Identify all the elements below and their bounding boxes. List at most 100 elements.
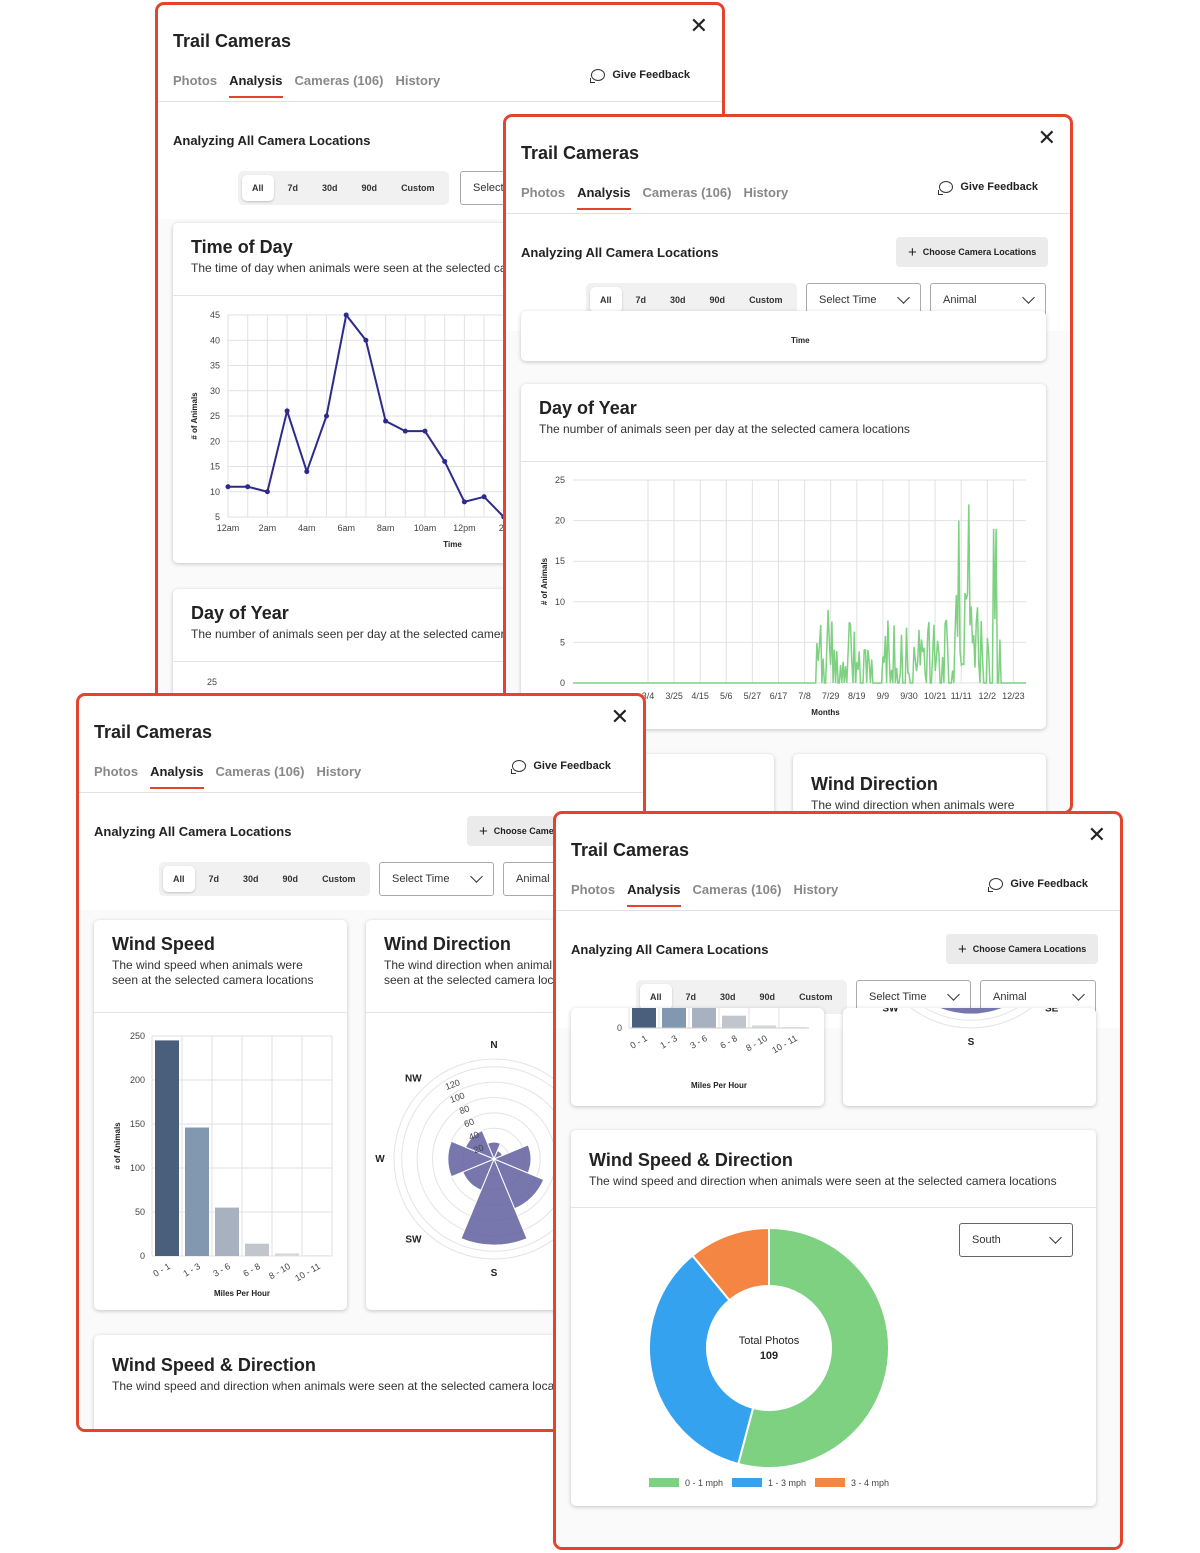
give-feedback-label: Give Feedback — [960, 181, 1038, 193]
card-title: Wind Direction — [811, 774, 938, 794]
give-feedback-button[interactable]: Give Feedback — [511, 760, 611, 774]
give-feedback-button[interactable]: Give Feedback — [590, 69, 690, 83]
tab-cameras[interactable]: Cameras (106) — [294, 73, 384, 88]
card-subtitle-line1: The wind speed when animals were — [112, 958, 303, 972]
close-icon[interactable]: ✕ — [689, 13, 708, 38]
tab-photos[interactable]: Photos — [571, 882, 616, 897]
card-title: Day of Year — [539, 398, 637, 418]
x-tick-label: 12am — [217, 523, 240, 533]
y-tick-label: 25 — [555, 475, 565, 485]
y-tick-label: 200 — [130, 1075, 145, 1085]
tab-photos[interactable]: Photos — [521, 185, 566, 200]
panel-header: Trail Cameras ✕ Photos Analysis Cameras … — [79, 696, 643, 793]
polar-segment — [447, 1140, 496, 1178]
x-tick-label: 3/25 — [665, 691, 683, 701]
tab-history[interactable]: History — [395, 73, 441, 88]
range-90d[interactable]: 90d — [759, 992, 776, 1002]
give-feedback-label: Give Feedback — [1010, 878, 1088, 890]
x-axis-title: Miles Per Hour — [691, 1081, 747, 1090]
range-custom[interactable]: Custom — [799, 992, 833, 1002]
x-tick-label: 8/19 — [848, 691, 866, 701]
range-7d[interactable]: 7d — [635, 295, 647, 305]
choose-camera-locations-button[interactable]: + Choose Camera Locations — [896, 237, 1049, 267]
tab-analysis[interactable]: Analysis — [627, 882, 682, 907]
card-wind-direction-cut: Wind Direction The wind direction when a… — [793, 754, 1046, 811]
close-icon[interactable]: ✕ — [1037, 125, 1056, 150]
give-feedback-button[interactable]: Give Feedback — [988, 878, 1088, 892]
chevron-down-icon — [1072, 988, 1085, 1001]
tab-analysis[interactable]: Analysis — [229, 73, 284, 98]
range-30d[interactable]: 30d — [322, 183, 338, 193]
tab-photos[interactable]: Photos — [94, 764, 139, 779]
chat-bubble-icon — [988, 878, 1004, 892]
direction-label: SW — [405, 1235, 422, 1246]
pie-slice — [648, 1254, 755, 1466]
range-7d[interactable]: 7d — [287, 183, 299, 193]
range-90d[interactable]: 90d — [361, 183, 378, 193]
legend-label: 0 - 1 mph — [685, 1478, 723, 1488]
tab-cameras[interactable]: Cameras (106) — [642, 185, 732, 200]
choose-camera-locations-button[interactable]: + Choose Camera Locations — [946, 934, 1099, 964]
app-title: Trail Cameras — [94, 722, 213, 742]
range-custom[interactable]: Custom — [322, 874, 356, 884]
range-7d[interactable]: 7d — [208, 874, 220, 884]
range-30d[interactable]: 30d — [670, 295, 686, 305]
scroll-area[interactable]: Wind Speed The wind speed when animals w… — [79, 910, 643, 1429]
tab-analysis[interactable]: Analysis — [577, 185, 632, 210]
scroll-area[interactable]: Time Day of Year The number of animals s… — [506, 311, 1070, 811]
y-tick-label: 50 — [135, 1207, 145, 1217]
tab-history[interactable]: History — [743, 185, 789, 200]
x-tick-label: 12pm — [453, 523, 476, 533]
range-90d[interactable]: 90d — [709, 295, 726, 305]
scroll-area[interactable]: 0 - 1 1 - 3 3 - 6 6 - 8 8 - 10 10 - 11 0 Miles … — [556, 1008, 1120, 1547]
range-30d[interactable]: 30d — [720, 992, 736, 1002]
x-axis-title: Time — [791, 336, 810, 345]
tab-photos[interactable]: Photos — [173, 73, 218, 88]
x-tick-label: 6/17 — [770, 691, 788, 701]
tab-history[interactable]: History — [793, 882, 839, 897]
x-axis-title: Miles Per Hour — [214, 1289, 270, 1298]
close-icon[interactable]: ✕ — [1087, 822, 1106, 847]
panel-header: Trail Cameras ✕ Photos Analysis Cameras … — [506, 117, 1070, 214]
data-point — [481, 494, 487, 500]
chevron-down-icon — [1022, 291, 1035, 304]
x-tick-label: 3 - 6 — [688, 1033, 709, 1051]
range-30d[interactable]: 30d — [243, 874, 259, 884]
bar — [722, 1015, 746, 1028]
y-axis-title: # of Animals — [540, 557, 549, 605]
range-90d[interactable]: 90d — [282, 874, 299, 884]
tab-cameras[interactable]: Cameras (106) — [215, 764, 305, 779]
range-7d[interactable]: 7d — [685, 992, 697, 1002]
close-icon[interactable]: ✕ — [610, 704, 629, 729]
center-value: 109 — [760, 1350, 778, 1362]
give-feedback-label: Give Feedback — [612, 69, 690, 81]
time-select[interactable]: Select Time — [379, 862, 494, 896]
x-tick-label: 0 - 1 — [151, 1261, 172, 1279]
chat-bubble-icon — [511, 760, 527, 774]
range-all[interactable]: All — [590, 287, 622, 313]
x-tick-label: 6 - 8 — [718, 1033, 739, 1051]
choose-camera-locations-button[interactable]: + Choose Came — [467, 816, 566, 846]
tab-analysis[interactable]: Analysis — [150, 764, 205, 789]
give-feedback-button[interactable]: Give Feedback — [938, 181, 1038, 195]
legend-swatch — [732, 1478, 762, 1487]
range-all[interactable]: All — [242, 175, 274, 201]
direction-select[interactable]: South — [959, 1223, 1073, 1257]
y-tick-label: 10 — [555, 597, 565, 607]
data-point — [363, 337, 369, 343]
x-tick-label: 12/23 — [1002, 691, 1025, 701]
data-point — [343, 312, 349, 318]
tab-cameras[interactable]: Cameras (106) — [692, 882, 782, 897]
range-all[interactable]: All — [640, 984, 672, 1010]
data-point — [442, 458, 448, 464]
data-point — [324, 413, 329, 419]
x-tick-label: 0 - 1 — [628, 1033, 649, 1051]
range-custom[interactable]: Custom — [749, 295, 783, 305]
time-select-value: Select Time — [869, 991, 927, 1003]
tab-history[interactable]: History — [316, 764, 362, 779]
analyzing-label: Analyzing All Camera Locations — [94, 824, 292, 839]
direction-label: SE — [1045, 1008, 1059, 1015]
range-all[interactable]: All — [163, 866, 195, 892]
range-custom[interactable]: Custom — [401, 183, 435, 193]
y-tick-label: 100 — [130, 1163, 145, 1173]
